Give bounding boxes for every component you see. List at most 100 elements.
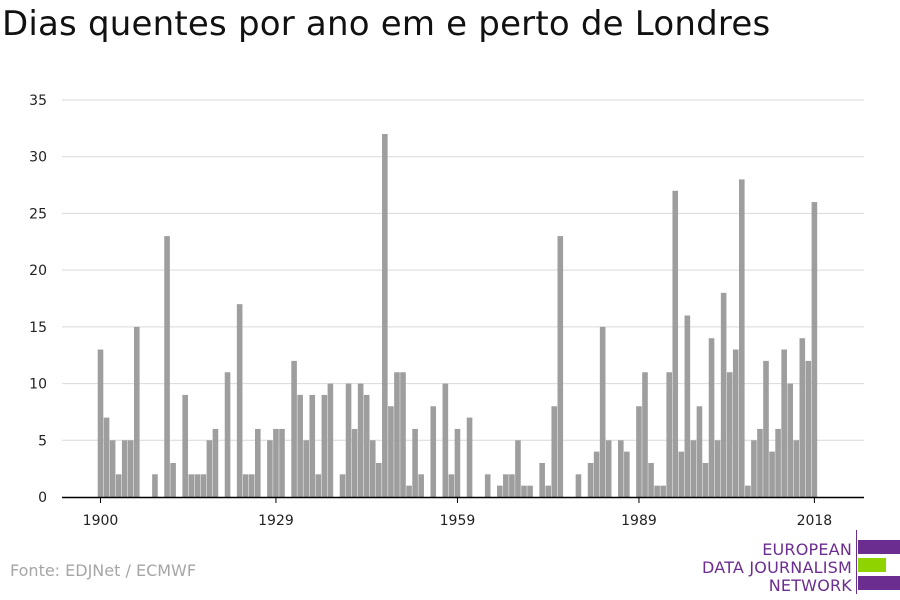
bar-1968 [509,474,515,497]
bar-1953 [418,474,424,497]
bar-2017 [805,360,812,497]
bar-1933 [297,394,303,497]
bar-2011 [769,451,775,497]
y-tick-label: 5 [38,433,47,449]
bar-1964 [484,474,491,497]
y-tick-label: 0 [38,490,47,506]
bar-1995 [672,190,679,498]
bar-1998 [690,440,697,497]
x-tick-label: 1929 [258,513,294,529]
bar-1912 [170,462,176,497]
bar-2016 [799,338,806,497]
logo-text-line1: EUROPEAN [762,540,852,559]
bar-2007 [745,485,751,497]
bar-2006 [739,179,745,497]
bar-2003 [720,292,727,497]
bar-2009 [757,428,763,497]
bar-2000 [702,462,709,497]
bar-1906 [134,326,140,497]
bar-1904 [121,440,128,497]
x-tick-label: 1959 [440,513,476,529]
logo-bar-middle [858,558,886,572]
bar-1909 [152,474,158,497]
bar-1997 [684,315,691,497]
bar-1919 [212,428,219,497]
bar-1948 [388,406,394,497]
bar-1925 [248,474,255,497]
y-tick-label: 15 [29,320,47,336]
bar-1930 [279,428,285,497]
bar-1934 [303,440,309,497]
bar-1902 [109,440,116,497]
logo-text-line2: DATA JOURNALISM [702,558,852,577]
logo-bar-bottom [858,576,900,590]
bar-1923 [236,304,243,497]
y-tick-label: 20 [29,263,47,279]
x-tick-label: 1900 [83,513,119,529]
bar-2004 [726,372,733,497]
bar-2013 [781,349,787,497]
logo-text-line3: NETWORK [768,576,852,595]
bar-1989 [636,406,642,497]
bar-1928 [267,440,273,497]
bar-1911 [164,236,170,498]
bar-1982 [593,451,600,497]
bar-1981 [587,462,594,497]
bar-1952 [412,428,418,497]
x-tick-label: 1989 [621,513,657,529]
bar-1944 [363,394,370,497]
bar-1900 [97,349,104,497]
bar-1973 [539,462,545,497]
bar-1958 [448,474,455,497]
bar-2008 [751,440,757,497]
bar-1990 [642,372,648,497]
edjnet-logo: EUROPEAN DATA JOURNALISM NETWORK [700,530,900,596]
bar-1984 [605,440,612,497]
bar-1932 [291,360,297,497]
bar-2018 [811,202,818,497]
gridlines [62,99,864,441]
axes [62,496,864,503]
logo-bar-top [858,540,900,554]
bar-1947 [382,134,388,497]
source-note: Fonte: EDJNet / ECMWF [10,561,197,580]
bar-1940 [339,474,346,497]
bar-1996 [678,451,685,497]
bar-1945 [369,440,376,497]
bar-1979 [575,474,582,497]
bar-1975 [551,406,558,497]
bar-1951 [406,485,412,497]
bar-1993 [660,485,666,497]
bar-1918 [206,440,213,497]
y-tick-labels: 0 5 10 15 20 25 30 35 [29,93,47,506]
bar-2015 [793,440,800,497]
bar-1915 [188,474,195,497]
bar-1961 [466,417,473,497]
bar-1976 [557,236,564,498]
bar-1937 [321,394,328,497]
bar-1929 [273,428,279,497]
y-tick-label: 35 [29,93,47,109]
bar-1936 [315,474,322,497]
bar-1943 [357,383,364,497]
bar-2010 [763,360,769,497]
bar-1974 [545,485,551,497]
bar-1941 [345,383,352,497]
bar-1971 [527,485,533,497]
bar-1938 [327,383,334,497]
bar-1992 [654,485,660,497]
bar-1926 [255,428,261,497]
x-tick-label: 2018 [797,513,833,529]
bar-1994 [666,372,672,497]
logo-divider [856,530,857,594]
bar-1986 [618,440,624,497]
bar-1917 [200,474,207,497]
bar-2014 [787,383,793,497]
bar-1957 [442,383,449,497]
bar-1935 [309,394,316,497]
bar-1970 [521,485,527,497]
bar-1955 [430,406,437,497]
bar-1999 [696,406,703,497]
bar-1967 [503,474,509,497]
bar-1921 [224,372,231,497]
